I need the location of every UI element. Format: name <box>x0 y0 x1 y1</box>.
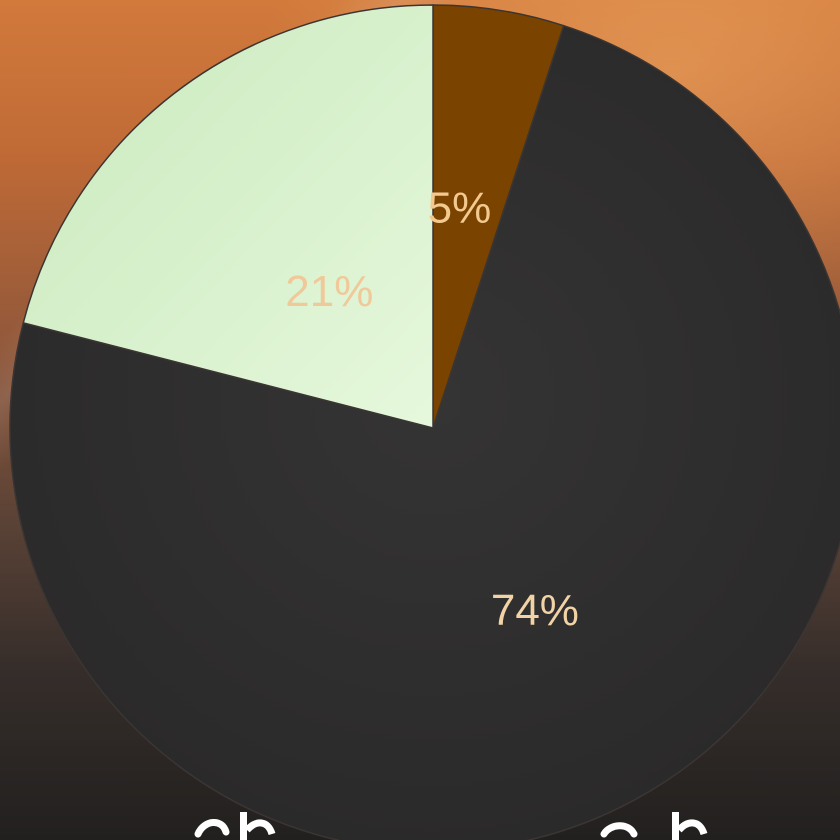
pie-slice <box>9 24 840 840</box>
pie-slice-label: 21% <box>285 267 373 316</box>
pie-slice-label: 5% <box>428 183 492 232</box>
pie-labels: 5% 74% 21% <box>285 183 579 635</box>
pie-slices <box>9 4 840 840</box>
pie-slice-label: 74% <box>491 586 579 635</box>
pie-slice <box>22 4 434 429</box>
